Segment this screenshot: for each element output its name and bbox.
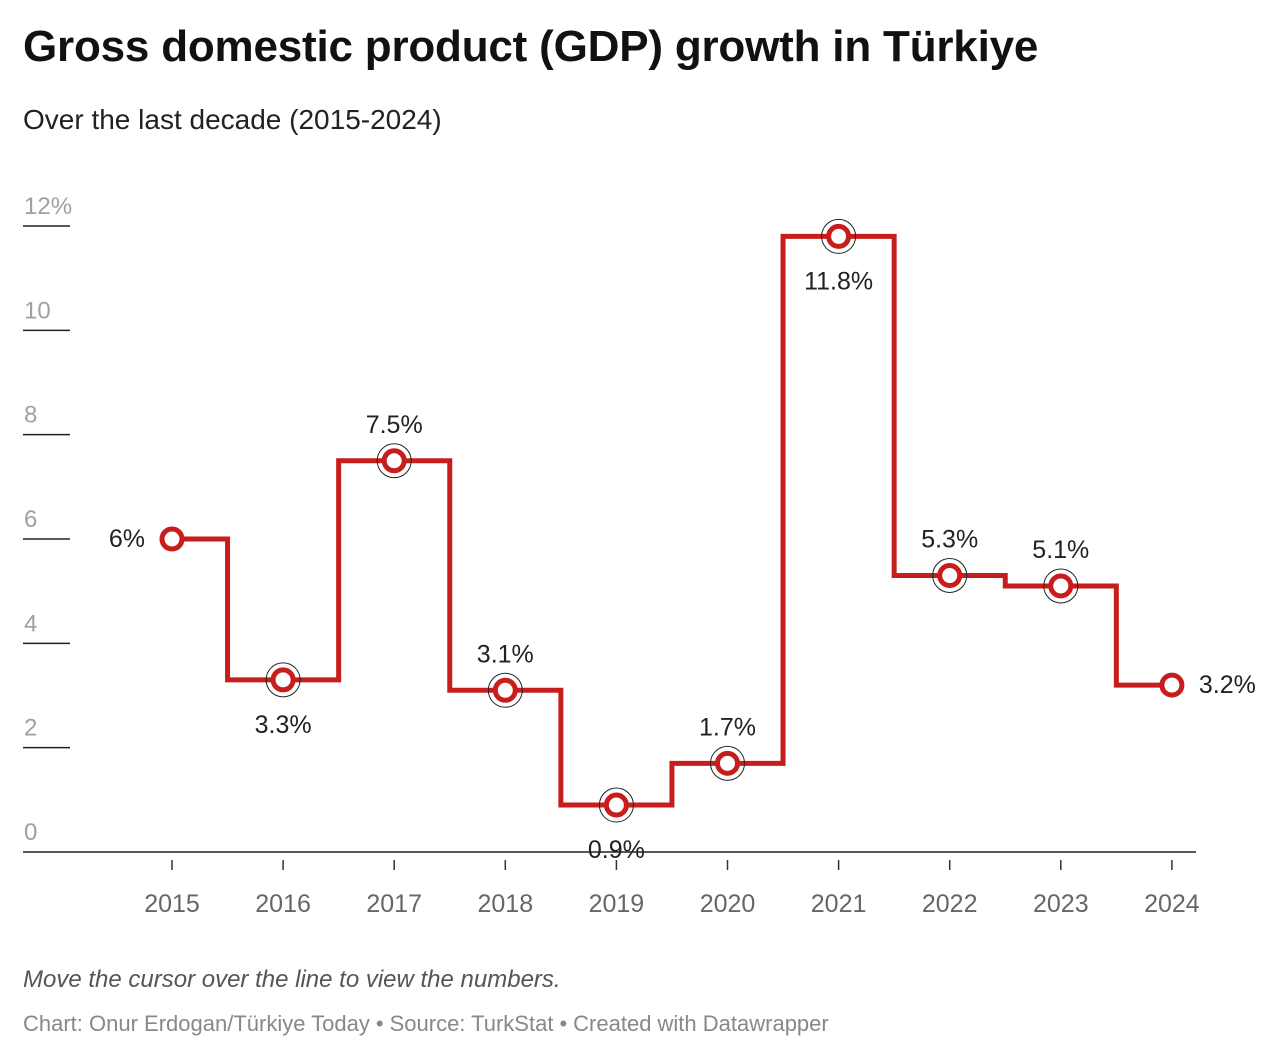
data-label-2015: 6% — [109, 525, 145, 553]
marker-2020[interactable] — [715, 750, 740, 776]
data-label-2023: 5.1% — [1032, 536, 1089, 564]
marker-2017[interactable] — [381, 448, 407, 474]
gdp-growth-step-line[interactable] — [172, 233, 1172, 808]
data-label-2019: 0.9% — [588, 836, 645, 864]
y-tick-label-0: 0 — [24, 819, 37, 846]
datawrapper-credit: Created with Datawrapper — [573, 1011, 829, 1036]
data-label-2016: 3.3% — [255, 711, 312, 739]
marker-halo-2016 — [265, 662, 301, 698]
chart-notes: Move the cursor over the line to view th… — [23, 966, 561, 993]
x-axis: 2015 2016 2017 2018 2019 2020 2021 2022 2023 2024 — [23, 851, 1200, 918]
y-tick-label-10: 10 — [24, 297, 51, 324]
y-tick-label-2: 2 — [24, 715, 37, 742]
marker-halo-2019 — [598, 787, 634, 823]
data-label-2024: 3.2% — [1199, 671, 1256, 699]
chart-credit: Chart: Onur Erdogan/Türkiye Today — [23, 1011, 370, 1036]
marker-halo-2018 — [487, 672, 523, 708]
chart-subtitle: Over the last decade (2015-2024) — [23, 104, 442, 135]
y-tick-label-12: 12% — [24, 193, 72, 220]
marker-2019[interactable] — [603, 792, 629, 818]
marker-halo-2017 — [376, 443, 412, 479]
data-labels: 6% 3.3% 7.5% 3.1% 0.9% 1.7% 11.8% 5.3% 5.1% 3.2% — [109, 267, 1256, 864]
marker-2018[interactable] — [492, 677, 518, 703]
y-tick-label-4: 4 — [24, 610, 37, 637]
y-axis: 0 2 4 6 8 10 12% — [23, 193, 72, 846]
data-label-2018: 3.1% — [477, 640, 534, 668]
marker-halo-2022 — [932, 558, 968, 594]
data-label-2020: 1.7% — [699, 713, 756, 741]
series-line[interactable] — [172, 233, 1172, 808]
y-tick-label-6: 6 — [24, 506, 37, 533]
source-text: Source: TurkStat — [389, 1011, 554, 1036]
marker-2023[interactable] — [1048, 573, 1074, 599]
data-label-2017: 7.5% — [366, 411, 423, 439]
marker-halo-2020 — [710, 745, 745, 781]
data-label-2022: 5.3% — [921, 526, 978, 554]
x-tick-label-2023: 2023 — [1033, 890, 1089, 918]
x-tick-label-2017: 2017 — [366, 890, 422, 918]
x-tick-label-2024: 2024 — [1144, 890, 1200, 918]
marker-2021[interactable] — [826, 223, 852, 249]
data-label-2021: 11.8% — [804, 267, 873, 295]
y-tick-label-8: 8 — [24, 402, 37, 429]
data-markers[interactable] — [159, 218, 1185, 823]
x-tick-label-2019: 2019 — [589, 890, 645, 918]
x-tick-label-2020: 2020 — [700, 890, 756, 918]
x-tick-label-2022: 2022 — [922, 890, 978, 918]
footer-separator: • — [559, 1011, 568, 1036]
marker-halo-2023 — [1043, 568, 1079, 604]
x-tick-label-2015: 2015 — [144, 890, 200, 918]
chart-footer: Chart: Onur Erdogan/Türkiye Today • Source… — [23, 1011, 829, 1037]
footer-separator: • — [375, 1011, 384, 1036]
marker-2024[interactable] — [1159, 672, 1185, 698]
marker-2015[interactable] — [159, 526, 185, 552]
x-tick-label-2016: 2016 — [255, 890, 311, 918]
marker-halo-2021 — [821, 218, 857, 254]
x-tick-label-2018: 2018 — [477, 890, 533, 918]
marker-2016[interactable] — [270, 667, 296, 693]
chart-title: Gross domestic product (GDP) growth in T… — [23, 22, 1039, 71]
marker-2022[interactable] — [937, 563, 963, 589]
x-tick-label-2021: 2021 — [811, 890, 867, 918]
